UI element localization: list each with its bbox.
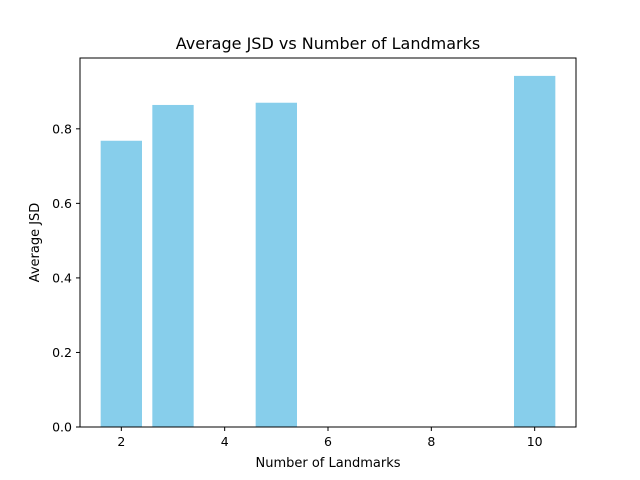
x-tick-label: 10 <box>527 434 543 449</box>
bar-5 <box>255 102 297 427</box>
x-axis-label: Number of Landmarks <box>256 456 401 471</box>
bar-2 <box>100 140 142 427</box>
x-tick-label: 8 <box>427 434 435 449</box>
y-tick-label: 0.2 <box>52 345 72 360</box>
x-tick-label: 6 <box>324 434 332 449</box>
bar-3 <box>152 104 194 428</box>
y-axis-label: Average JSD <box>28 203 43 283</box>
y-tick-label: 0.4 <box>52 270 72 285</box>
x-axis-ticks: 2 4 6 8 10 <box>117 427 543 449</box>
y-tick-label: 0.0 <box>52 420 72 435</box>
axes-frame <box>79 57 577 428</box>
bars-group <box>100 75 556 428</box>
bar-10 <box>514 75 556 427</box>
chart-title: Average JSD vs Number of Landmarks <box>176 34 480 53</box>
y-axis-ticks: 0.0 0.2 0.4 0.6 0.8 <box>52 121 80 435</box>
x-tick-label: 2 <box>117 434 125 449</box>
y-tick-label: 0.8 <box>52 121 72 136</box>
y-tick-label: 0.6 <box>52 196 72 211</box>
x-tick-label: 4 <box>221 434 229 449</box>
